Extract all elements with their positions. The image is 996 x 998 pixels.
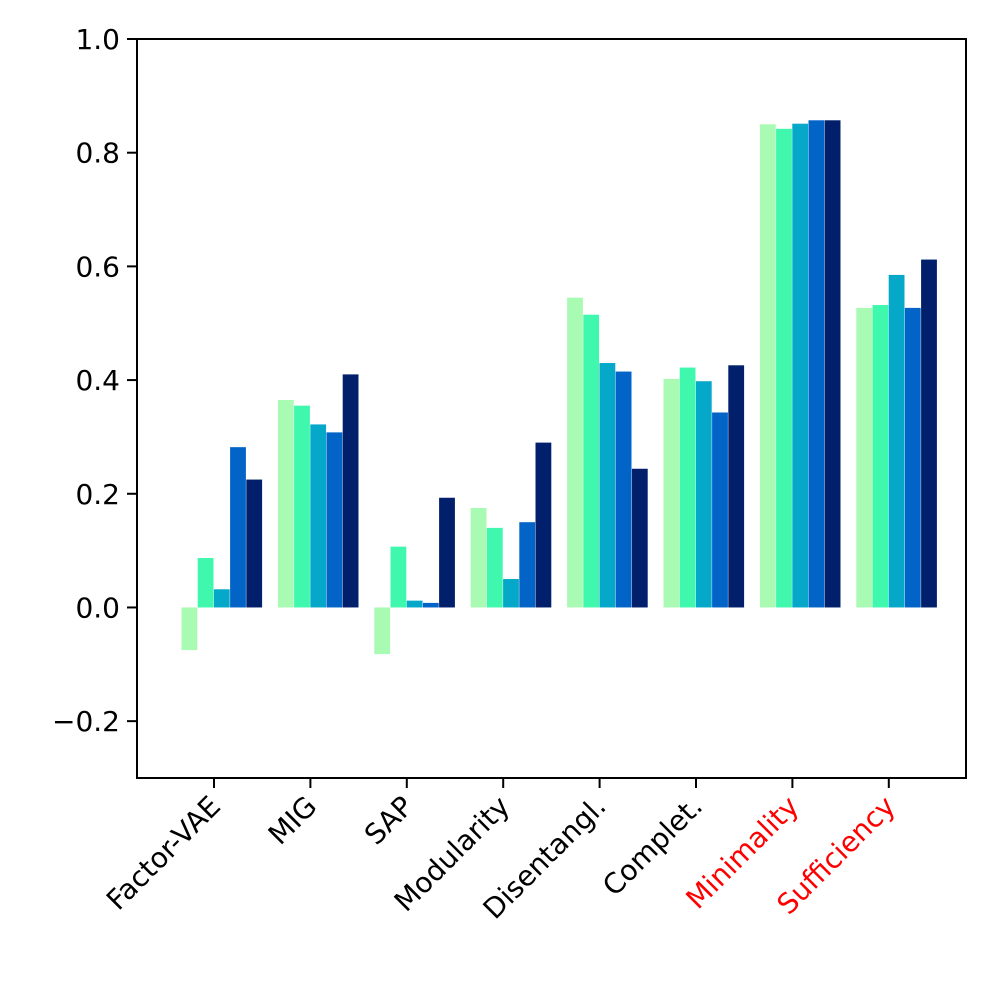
- y-axis: −0.2 0.0 0.2 0.4 0.6 0.8 1.0: [52, 23, 137, 738]
- bar-series-3-disentangl-: [599, 363, 616, 608]
- bar-series-2-sufficiency: [872, 305, 889, 608]
- bar-series-4-sap: [422, 602, 439, 608]
- bar-series-1-complet-: [663, 378, 680, 608]
- bar-series-4-sufficiency: [904, 307, 921, 608]
- y-tick-label: 0.0: [75, 591, 120, 624]
- bar-series-3-sufficiency: [888, 274, 905, 608]
- bar-series-4-complet-: [712, 412, 728, 608]
- bar-series-3-mig: [310, 424, 327, 608]
- bar-series-5-mig: [342, 374, 359, 608]
- bar-series-4-factor-vae: [230, 447, 246, 608]
- x-tick-label-sap: SAP: [358, 790, 420, 852]
- bar-series-1-mig: [277, 399, 294, 608]
- y-tick-label: 0.8: [75, 137, 120, 170]
- bar-series-5-modularity: [535, 442, 552, 608]
- x-tick-label-mig: MIG: [262, 790, 324, 852]
- bar-series-1-sufficiency: [856, 307, 873, 608]
- y-tick-label: 0.4: [75, 364, 120, 397]
- y-tick-label: 1.0: [75, 23, 120, 56]
- y-tick-label: 0.2: [75, 478, 120, 511]
- plot-frame: [136, 38, 967, 779]
- bar-series-5-minimality: [824, 120, 841, 608]
- bar-series-1-minimality: [759, 124, 776, 608]
- bar-series-2-factor-vae: [197, 558, 214, 608]
- bar-series-2-disentangl-: [583, 314, 600, 608]
- bar-series-1-modularity: [470, 507, 487, 608]
- bar-series-1-disentangl-: [567, 297, 583, 608]
- bar-series-2-modularity: [486, 527, 503, 608]
- bar-series-5-sap: [439, 497, 455, 608]
- bar-series-4-modularity: [519, 522, 536, 608]
- bar-series-1-factor-vae: [181, 607, 198, 651]
- y-tick-label: −0.2: [52, 705, 120, 738]
- bar-series-4-mig: [326, 432, 343, 608]
- bars-group: [181, 120, 937, 655]
- bar-series-4-disentangl-: [615, 371, 632, 608]
- bar-series-4-minimality: [808, 120, 825, 608]
- bar-series-2-minimality: [776, 128, 792, 608]
- bar-series-2-complet-: [679, 367, 696, 608]
- bar-series-3-factor-vae: [213, 589, 230, 608]
- bar-series-2-mig: [294, 405, 310, 608]
- x-axis: Factor-VAE MIG SAPModularityDisentangl.Com…: [100, 778, 902, 926]
- bar-series-5-disentangl-: [631, 468, 648, 608]
- y-tick-label: 0.6: [75, 250, 120, 283]
- bar-series-3-complet-: [695, 381, 712, 608]
- bar-series-5-sufficiency: [921, 259, 937, 608]
- bar-series-3-modularity: [503, 579, 519, 608]
- x-tick-label-factor-vae: Factor-VAE: [100, 790, 227, 917]
- bar-series-3-sap: [406, 600, 423, 608]
- bar-series-1-sap: [374, 607, 391, 655]
- bar-series-2-sap: [390, 546, 407, 608]
- bar-series-3-minimality: [792, 123, 809, 608]
- bar-series-5-complet-: [728, 365, 745, 608]
- bar-series-5-factor-vae: [246, 479, 263, 608]
